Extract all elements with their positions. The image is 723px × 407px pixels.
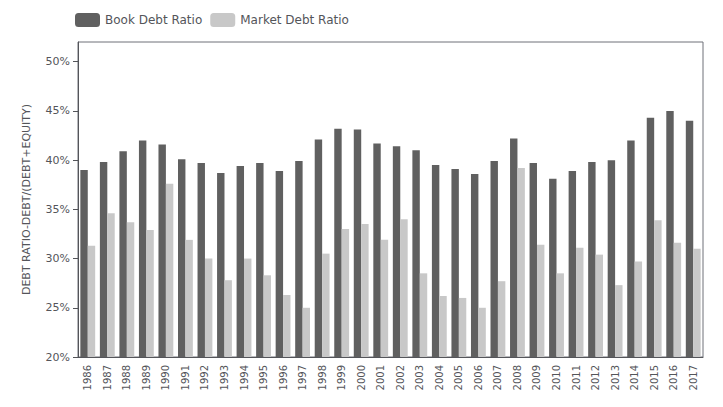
svg-text:2005: 2005 (453, 365, 464, 390)
svg-text:2017: 2017 (688, 365, 699, 390)
svg-text:1998: 1998 (317, 365, 328, 390)
svg-text:1997: 1997 (297, 365, 308, 390)
svg-text:1986: 1986 (82, 365, 93, 390)
svg-text:1999: 1999 (336, 365, 347, 390)
svg-text:Book Debt Ratio: Book Debt Ratio (105, 13, 202, 27)
svg-text:25%: 25% (46, 301, 70, 314)
svg-text:1992: 1992 (199, 365, 210, 390)
svg-text:45%: 45% (46, 104, 70, 117)
svg-text:2000: 2000 (356, 365, 367, 390)
svg-text:2008: 2008 (512, 365, 523, 390)
svg-text:35%: 35% (46, 203, 70, 216)
svg-text:1988: 1988 (121, 365, 132, 390)
svg-text:1993: 1993 (219, 365, 230, 390)
svg-text:1989: 1989 (141, 365, 152, 390)
svg-text:1990: 1990 (160, 365, 171, 390)
svg-text:2001: 2001 (375, 365, 386, 390)
svg-text:1991: 1991 (180, 365, 191, 390)
svg-text:2015: 2015 (649, 365, 660, 390)
svg-text:2003: 2003 (414, 365, 425, 390)
svg-text:20%: 20% (46, 351, 70, 364)
svg-text:30%: 30% (46, 252, 70, 265)
svg-text:1996: 1996 (278, 365, 289, 390)
svg-text:2004: 2004 (434, 365, 445, 390)
svg-text:50%: 50% (46, 55, 70, 68)
svg-text:2012: 2012 (590, 365, 601, 390)
svg-text:2013: 2013 (610, 365, 621, 390)
svg-text:1994: 1994 (239, 365, 250, 390)
svg-text:DEBT RATIO-DEBT/(DEBT+EQUITY): DEBT RATIO-DEBT/(DEBT+EQUITY) (20, 104, 33, 295)
svg-text:Market Debt Ratio: Market Debt Ratio (240, 13, 349, 27)
svg-text:2007: 2007 (492, 365, 503, 390)
svg-text:2014: 2014 (629, 365, 640, 390)
svg-text:40%: 40% (46, 154, 70, 167)
svg-text:2011: 2011 (571, 365, 582, 390)
svg-text:1995: 1995 (258, 365, 269, 390)
svg-text:2009: 2009 (531, 365, 542, 390)
svg-text:2002: 2002 (395, 365, 406, 390)
svg-text:1987: 1987 (102, 365, 113, 390)
svg-text:2010: 2010 (551, 365, 562, 390)
svg-text:2016: 2016 (668, 365, 679, 390)
svg-text:2006: 2006 (473, 365, 484, 390)
